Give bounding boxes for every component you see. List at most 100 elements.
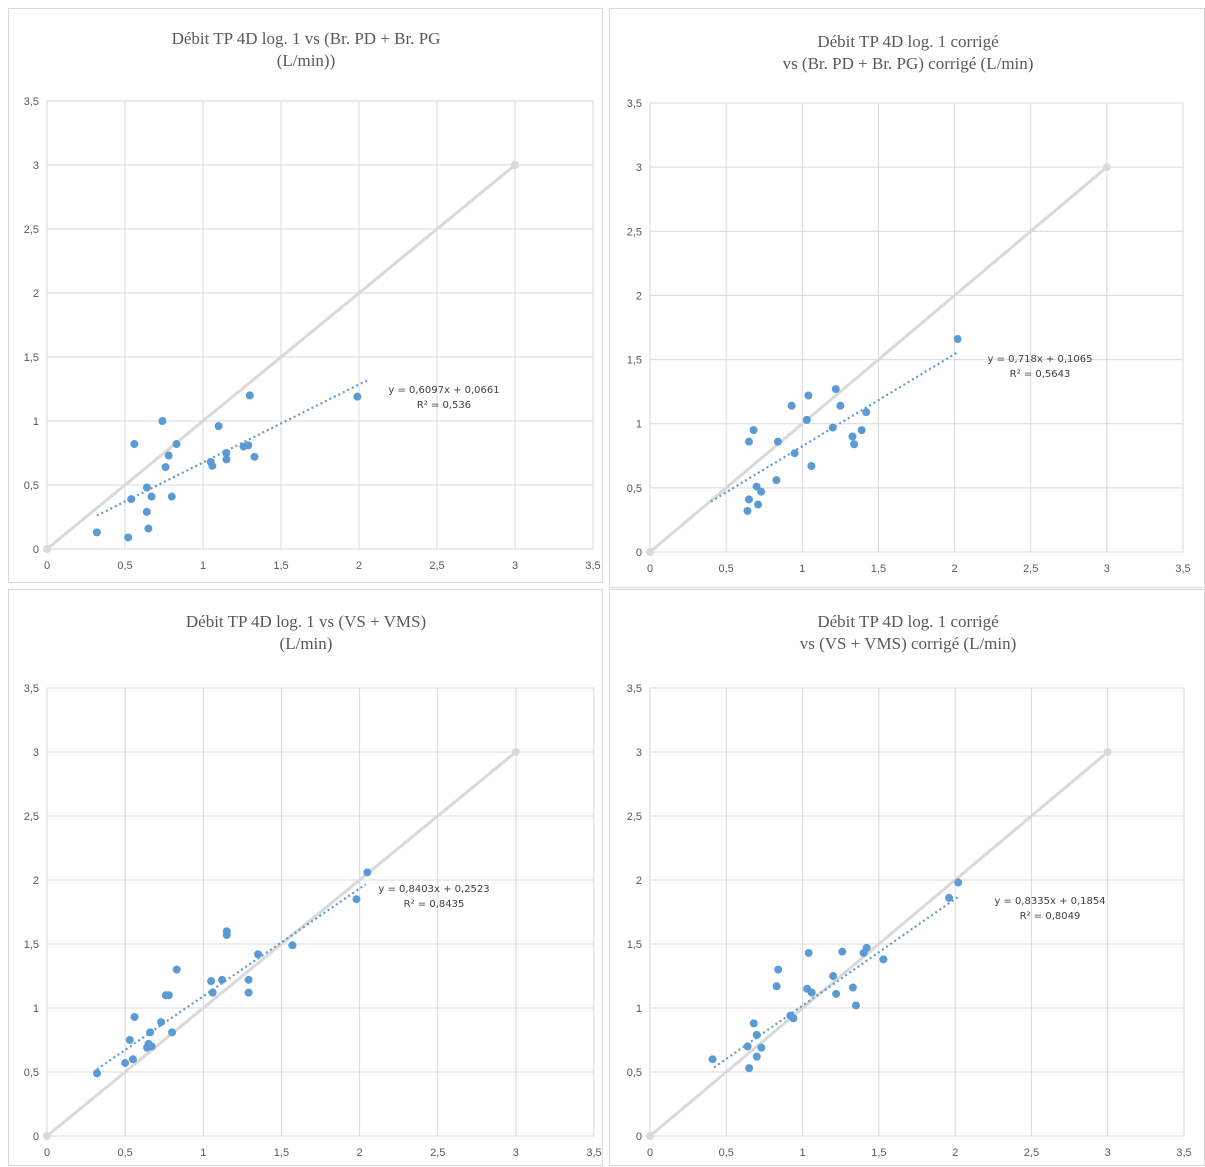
data-point (708, 1055, 717, 1064)
y-tick-label: 3 (33, 747, 39, 759)
y-tick-label: 1 (33, 1003, 39, 1015)
x-tick-label: 0,5 (719, 1147, 734, 1159)
x-tick-label: 3 (513, 1147, 519, 1159)
x-tick-label: 2 (952, 563, 958, 575)
data-point (146, 1028, 155, 1037)
identity-endpoint (43, 545, 51, 553)
data-point (147, 492, 156, 501)
data-point (774, 965, 783, 974)
trendline-r2: R² = 0,8435 (404, 899, 465, 910)
data-point (250, 452, 259, 461)
data-point (838, 947, 847, 956)
identity-endpoint (43, 1132, 51, 1140)
data-point (807, 988, 816, 997)
data-point (222, 455, 231, 464)
data-point (214, 422, 223, 431)
chart-title-line-2: vs (VS + VMS) corrigé (L/min) (800, 634, 1017, 653)
data-point (172, 440, 181, 449)
data-point (164, 451, 173, 460)
data-point (743, 506, 752, 515)
data-point (157, 1018, 166, 1027)
y-tick-label: 1,5 (24, 352, 39, 364)
data-point (757, 1043, 766, 1052)
data-point (288, 941, 297, 950)
y-tick-label: 2 (33, 288, 39, 300)
trendline (713, 895, 959, 1069)
data-point (164, 991, 173, 1000)
x-tick-label: 1,5 (871, 563, 886, 575)
y-tick-label: 3,5 (627, 98, 642, 110)
x-tick-label: 1,5 (871, 1147, 886, 1159)
chart-svg: Débit TP 4D log. 1 corrigé vs (VS + VMS)… (627, 612, 1192, 1159)
data-point (208, 461, 217, 470)
data-point (787, 401, 796, 410)
data-point (222, 931, 231, 940)
data-point (144, 524, 153, 533)
x-tick-label: 2,5 (429, 560, 444, 572)
x-tick-label: 1,5 (273, 560, 288, 572)
y-tick-label: 0,5 (24, 1067, 39, 1079)
y-tick-label: 2 (33, 875, 39, 887)
x-tick-label: 1 (800, 1147, 806, 1159)
data-point (744, 495, 753, 504)
x-tick-label: 0,5 (117, 560, 132, 572)
identity-endpoint (1103, 748, 1112, 756)
data-point (773, 437, 782, 446)
x-tick-label: 1 (200, 1147, 206, 1159)
data-point (222, 449, 231, 457)
y-tick-label: 0 (33, 544, 39, 556)
trendline-equation: y = 0,8335x + 0,1854 (994, 896, 1105, 907)
data-point (167, 492, 176, 501)
data-point (168, 1028, 177, 1037)
data-point (130, 1012, 139, 1021)
chart-svg: Débit TP 4D log. 1 vs (Br. PD + Br. PG (… (24, 29, 601, 572)
data-point (829, 972, 838, 980)
y-tick-label: 0,5 (627, 483, 642, 495)
identity-line (46, 163, 516, 551)
data-point (749, 426, 758, 435)
y-tick-label: 3,5 (627, 683, 642, 695)
data-point (752, 1030, 761, 1039)
data-point (121, 1059, 130, 1068)
trendline-r2: R² = 0,5643 (1010, 369, 1071, 380)
y-tick-label: 3 (636, 747, 642, 759)
data-point (208, 988, 217, 997)
trendline-r2: R² = 0,536 (417, 400, 471, 411)
y-tick-label: 2,5 (627, 811, 642, 823)
x-tick-label: 0 (647, 1147, 653, 1159)
chart-title-line-1: Débit TP 4D log. 1 corrigé (817, 32, 998, 51)
data-point (142, 507, 151, 516)
data-point (127, 495, 136, 504)
data-point (836, 401, 845, 410)
identity-endpoint (646, 548, 654, 556)
y-tick-label: 0 (33, 1131, 39, 1143)
data-point (790, 449, 799, 458)
trendline (96, 883, 367, 1071)
y-tick-label: 0,5 (627, 1067, 642, 1079)
data-point (752, 482, 761, 491)
data-point (862, 943, 871, 952)
data-point (831, 385, 840, 394)
data-point (244, 975, 253, 984)
data-point (862, 408, 871, 417)
data-point (848, 983, 857, 992)
data-point (218, 975, 227, 984)
x-tick-label: 1,5 (274, 1147, 289, 1159)
data-point (789, 1014, 798, 1023)
identity-endpoint (511, 748, 520, 756)
y-tick-label: 1 (33, 416, 39, 428)
identity-line (649, 750, 1109, 1138)
identity-line (649, 165, 1108, 554)
y-tick-label: 2,5 (24, 811, 39, 823)
trendline (96, 378, 369, 517)
y-tick-label: 3,5 (24, 683, 39, 695)
x-tick-label: 3 (1105, 1147, 1111, 1159)
identity-endpoint (511, 161, 519, 169)
chart-title-line-2: vs (Br. PD + Br. PG) corrigé (L/min) (783, 54, 1034, 73)
data-point (92, 528, 101, 537)
data-point (832, 989, 841, 998)
data-point (147, 1042, 156, 1051)
data-point (804, 391, 813, 400)
y-tick-label: 0,5 (24, 480, 39, 492)
data-point (353, 392, 362, 401)
